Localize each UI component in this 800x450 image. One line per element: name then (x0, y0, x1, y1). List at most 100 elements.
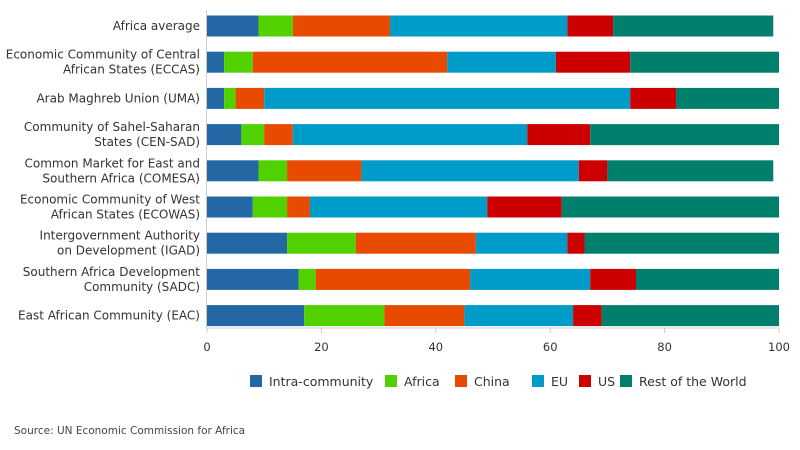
legend-item-intra-community: Intra-community (250, 374, 374, 389)
x-tick-label: 60 (543, 340, 558, 354)
x-tick-label: 100 (768, 340, 790, 354)
bar-segment-rest-of-the-world: Intergovernment Authority on Development… (584, 232, 779, 254)
stacked-bar-chart: Africa average — Intra-community: 9Afric… (6, 10, 790, 389)
x-tick-label: 40 (428, 340, 443, 354)
category-label: Africa average (113, 19, 200, 33)
bar-segment-rest-of-the-world: East African Community (EAC) — Rest of t… (601, 305, 779, 327)
legend-swatch (532, 375, 544, 387)
bar-segment-eu: Southern Africa Development Community (S… (470, 268, 591, 290)
category-label-line: African States (ECCAS) (63, 63, 200, 77)
x-tick-label: 20 (314, 340, 329, 354)
category-label-line: Southern Africa Development (23, 265, 201, 279)
category-label-line: Economic Community of West (20, 193, 200, 207)
bar-segment-china: Arab Maghreb Union (UMA) — China: 5 (235, 87, 265, 109)
bar-segment-intra-community: Community of Sahel-Saharan States (CEN-S… (207, 124, 242, 146)
bar-segment-rest-of-the-world: Africa average — Rest of the World: 28 (613, 15, 774, 37)
bar-segment-intra-community: Intergovernment Authority on Development… (207, 232, 288, 254)
bar-segment-africa: Africa average — Africa: 6 (258, 15, 293, 37)
legend-item-us: US (579, 374, 615, 389)
category-label-line: States (CEN-SAD) (94, 135, 200, 149)
legend-item-eu: EU (532, 374, 568, 389)
category-label-line: Intergovernment Authority (40, 229, 200, 243)
category-label: Arab Maghreb Union (UMA) (36, 91, 200, 105)
bar-segment-china: Southern Africa Development Community (S… (315, 268, 471, 290)
bar-segment-eu: Common Market for East and Southern Afri… (361, 160, 579, 182)
bar-segment-intra-community: Southern Africa Development Community (S… (207, 268, 299, 290)
category-label-line: Community (SADC) (84, 280, 200, 294)
bar-segment-intra-community: Arab Maghreb Union (UMA) — Intra-communi… (207, 87, 225, 109)
category-label: Intergovernment Authority on Development … (40, 229, 200, 258)
bar-segment-rest-of-the-world: Southern Africa Development Community (S… (636, 268, 779, 290)
bar-segment-africa: Common Market for East and Southern Afri… (258, 160, 288, 182)
category-label: Community of Sahel-Saharan States (CEN-SA… (24, 120, 200, 149)
bar-segment-africa: Southern Africa Development Community (S… (298, 268, 316, 290)
legend-swatch (579, 375, 591, 387)
bar-segment-us: Southern Africa Development Community (S… (590, 268, 636, 290)
bar-segment-eu: Community of Sahel-Saharan States (CEN-S… (292, 124, 528, 146)
category-label: Common Market for East and Southern Afric… (24, 156, 200, 185)
bar-segment-rest-of-the-world: Common Market for East and Southern Afri… (607, 160, 774, 182)
legend-swatch (250, 375, 262, 387)
legend-swatch (455, 375, 467, 387)
legend-item-rest-of-the-world: Rest of the World (620, 374, 747, 389)
bar-segment-china: Intergovernment Authority on Development… (355, 232, 476, 254)
bar-segment-africa: Intergovernment Authority on Development… (287, 232, 356, 254)
category-label-line: East African Community (EAC) (18, 309, 200, 323)
legend-item-china: China (455, 374, 510, 389)
legend-label: Intra-community (269, 374, 374, 389)
legend-item-africa: Africa (385, 374, 440, 389)
x-axis-ticks: 0 20 40 60 80 100 (203, 328, 790, 354)
bar-segment-rest-of-the-world: Community of Sahel-Saharan States (CEN-S… (590, 124, 779, 146)
bar-segment-intra-community: Common Market for East and Southern Afri… (207, 160, 259, 182)
bar-segment-africa: Community of Sahel-Saharan States (CEN-S… (241, 124, 265, 146)
bar-segment-eu: Economic Community of Central African St… (447, 51, 556, 73)
bar-segment-us: Economic Community of West African State… (487, 196, 562, 218)
bar-segment-eu: East African Community (EAC) — EU: 19 (464, 305, 574, 327)
legend-label: China (474, 374, 510, 389)
bar-segment-us: Intergovernment Authority on Development… (567, 232, 585, 254)
category-label-line: Economic Community of Central (6, 48, 200, 62)
category-label-line: Africa average (113, 19, 200, 33)
bar-segment-africa: Arab Maghreb Union (UMA) — Africa: 2 (224, 87, 236, 109)
bar-segment-china: Africa average — China: 17 (292, 15, 391, 37)
bar-segment-china: Common Market for East and Southern Afri… (287, 160, 362, 182)
bar-segment-china: Economic Community of Central African St… (252, 51, 448, 73)
bar-segment-africa: East African Community (EAC) — Africa: 1… (304, 305, 385, 327)
bar-segment-africa: Economic Community of West African State… (252, 196, 288, 218)
legend-swatch (385, 375, 397, 387)
category-label-line: African States (ECOWAS) (51, 208, 200, 222)
category-label-line: Common Market for East and (24, 156, 200, 170)
category-label-line: Community of Sahel-Saharan (24, 120, 200, 134)
category-label-line: Southern Africa (COMESA) (42, 171, 200, 185)
bar-segment-intra-community: Economic Community of West African State… (207, 196, 253, 218)
bar-segment-rest-of-the-world: Arab Maghreb Union (UMA) — Rest of the W… (676, 87, 779, 109)
bar-segment-eu: Economic Community of West African State… (309, 196, 488, 218)
category-label: Southern Africa Development Community (SA… (23, 265, 201, 294)
legend-label: EU (551, 374, 568, 389)
legend-label: Africa (404, 374, 440, 389)
bar-segment-us: Common Market for East and Southern Afri… (578, 160, 608, 182)
bar-segment-china: East African Community (EAC) — China: 14 (384, 305, 465, 327)
bar-segment-china: Community of Sahel-Saharan States (CEN-S… (264, 124, 293, 146)
bar-segment-us: East African Community (EAC) — US: 5 (573, 305, 602, 327)
bar-segment-eu: Arab Maghreb Union (UMA) — EU: 64 (264, 87, 631, 109)
category-label: East African Community (EAC) (18, 309, 200, 323)
bar-segment-us: Arab Maghreb Union (UMA) — US: 8 (630, 87, 677, 109)
legend-label: Rest of the World (639, 374, 747, 389)
legend-label: US (598, 374, 615, 389)
legend-swatch (620, 375, 632, 387)
bar-segment-eu: Africa average — EU: 31 (390, 15, 568, 37)
category-label: Economic Community of West African States… (20, 193, 200, 222)
bar-segment-intra-community: Economic Community of Central African St… (207, 51, 225, 73)
source-note: Source: UN Economic Commission for Afric… (14, 425, 246, 437)
bar-segment-eu: Intergovernment Authority on Development… (475, 232, 568, 254)
x-tick-label: 80 (657, 340, 672, 354)
category-label-line: Arab Maghreb Union (UMA) (36, 91, 200, 105)
category-label: Economic Community of Central African Sta… (6, 48, 200, 77)
legend: Intra-community Africa China EU US Rest of th… (250, 374, 747, 389)
bar-segment-intra-community: Africa average — Intra-community: 9 (207, 15, 259, 37)
bar-segment-rest-of-the-world: Economic Community of Central African St… (630, 51, 779, 73)
bar-segment-us: Community of Sahel-Saharan States (CEN-S… (527, 124, 591, 146)
bars-group: Africa average — Intra-community: 9Afric… (207, 15, 779, 327)
category-label-line: on Development (IGAD) (57, 244, 200, 258)
